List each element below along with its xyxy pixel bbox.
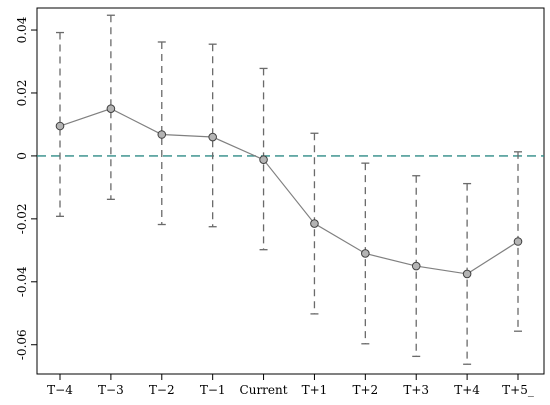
data-point	[361, 249, 370, 258]
data-point	[513, 237, 523, 246]
series-line	[59, 108, 519, 275]
data-point	[259, 155, 268, 164]
x-tick-label: T−4	[47, 383, 73, 397]
x-tick-label: T−1	[200, 383, 226, 397]
x-tick-label: Current	[240, 383, 288, 397]
x-axis: T−4 T−3 T−2 T−1 Current T+1 T+2 T+3 T+4 T+5_	[47, 374, 534, 397]
data-point	[462, 269, 472, 279]
y-tick-label: 0.02	[15, 80, 29, 107]
x-tick-label: T+3	[403, 383, 429, 397]
point-markers	[55, 104, 523, 279]
y-axis: 0.04 0.02 0 -0.02 -0.04 -0.06	[15, 16, 37, 360]
x-tick-label: T+4	[454, 383, 480, 397]
y-tick-label: 0.04	[15, 16, 29, 43]
confidence-intervals	[56, 14, 522, 365]
data-point	[411, 261, 421, 271]
data-point	[55, 121, 65, 131]
x-tick-label: T+5_	[502, 383, 534, 397]
y-tick-label: 0	[15, 152, 29, 160]
y-tick-label: -0.02	[15, 203, 29, 234]
y-tick-label: -0.06	[15, 329, 29, 360]
x-tick-label: T+1	[302, 383, 328, 397]
data-point	[157, 130, 167, 139]
data-point	[310, 219, 319, 228]
x-tick-label: T−2	[149, 383, 175, 397]
x-tick-label: T+2	[352, 383, 378, 397]
plot-frame	[36, 7, 545, 375]
y-tick-label: -0.04	[15, 266, 29, 297]
data-point	[106, 104, 116, 114]
x-tick-label: T−3	[98, 383, 124, 397]
data-point	[208, 132, 217, 142]
